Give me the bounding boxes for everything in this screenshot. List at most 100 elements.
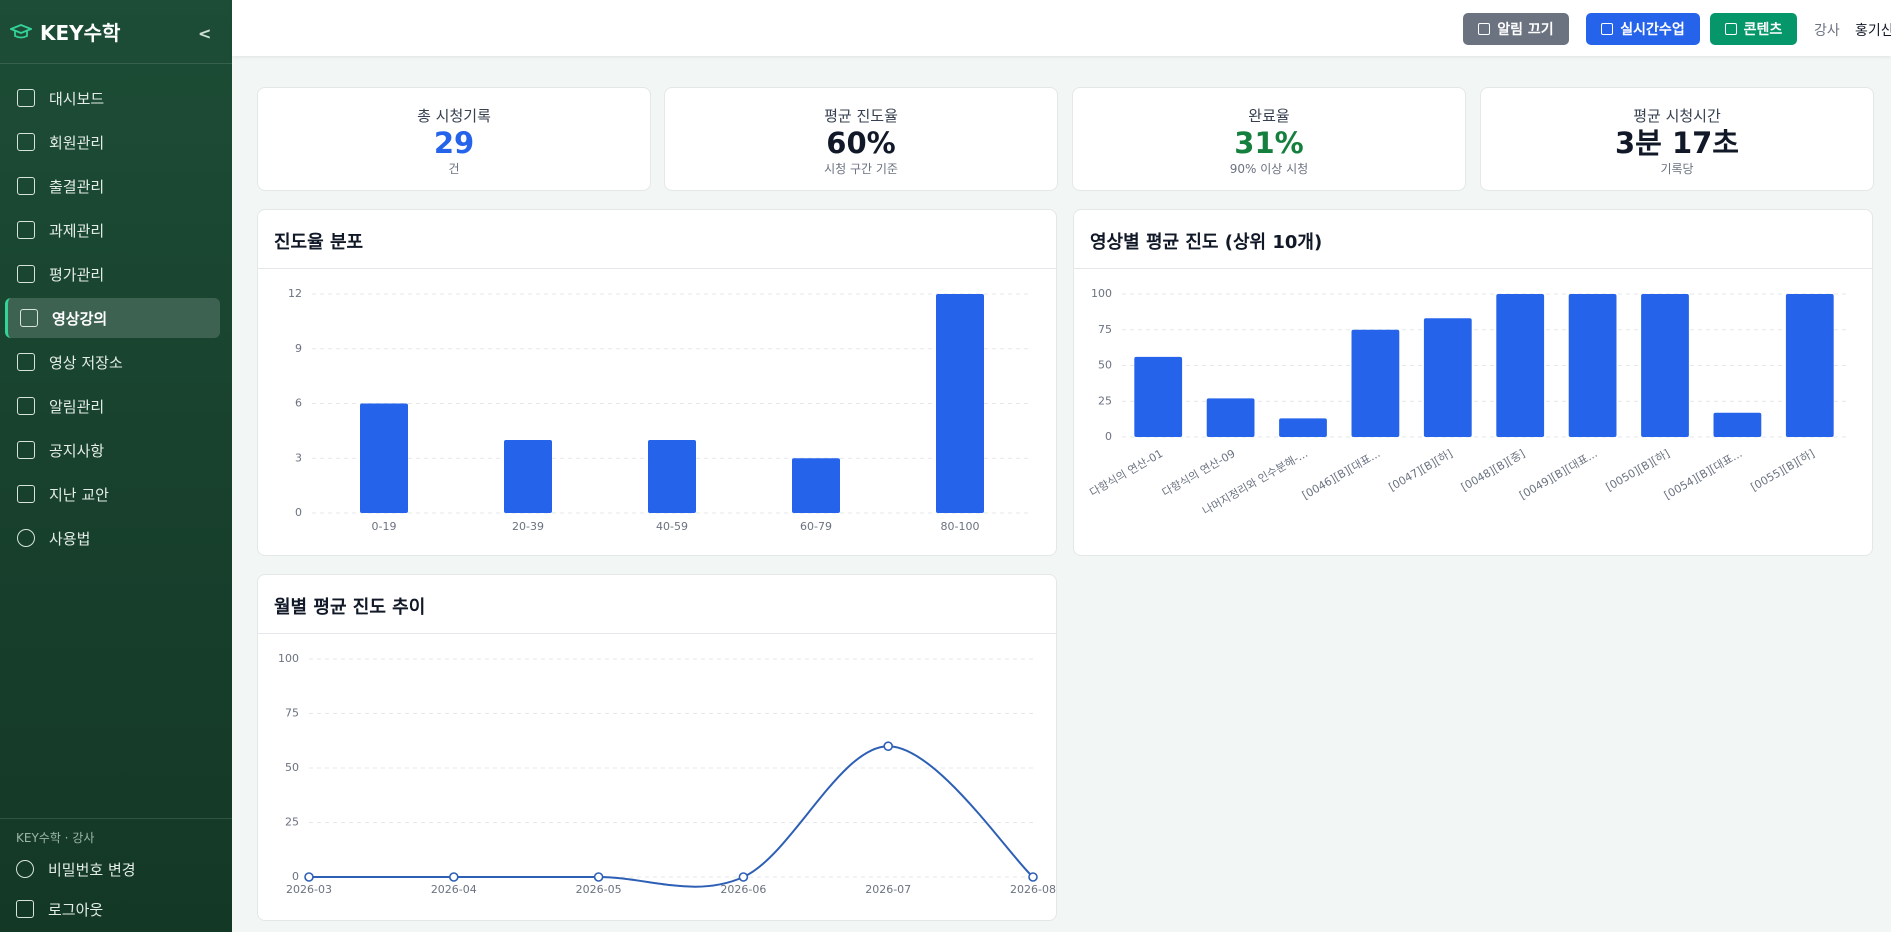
user-role: 강사	[1814, 23, 1840, 39]
stat-card: 총 시청기록 29 건	[257, 87, 651, 191]
y-tick-label: 75	[285, 707, 299, 720]
y-tick-label: 0	[1105, 430, 1112, 443]
menu-item[interactable]: 대시보드	[5, 78, 220, 118]
bar	[936, 294, 984, 513]
x-tick-label: 80-100	[941, 520, 980, 533]
menu-item[interactable]: 영상 저장소	[5, 342, 220, 382]
y-tick-label: 100	[278, 652, 299, 665]
footer-item[interactable]: 비밀번호 변경	[0, 849, 232, 889]
y-tick-label: 25	[285, 816, 299, 829]
point	[449, 872, 459, 882]
x-tick-label: [0050][B][하]	[1603, 446, 1672, 494]
button-label: 콘텐츠	[1743, 22, 1783, 38]
brand-name: KEY수학	[40, 21, 121, 45]
menu-label: 과제관리	[49, 221, 105, 240]
menu-label: 사용법	[49, 529, 91, 548]
menu-item[interactable]: 출결관리	[5, 166, 220, 206]
y-tick-label: 25	[1098, 394, 1112, 407]
menu-item[interactable]: 평가관리	[5, 254, 220, 294]
menu-item[interactable]: 공지사항	[5, 430, 220, 470]
y-tick-label: 3	[295, 451, 302, 464]
y-tick-label: 50	[1098, 359, 1112, 372]
y-tick-label: 50	[285, 761, 299, 774]
bar	[1713, 412, 1762, 437]
sidebar: KEY수학 < 대시보드 회원관리 출결관리 과제관리 평가관리 영상강의 영상…	[0, 0, 232, 932]
line	[309, 745, 1034, 888]
bar	[1568, 294, 1617, 437]
menu-item[interactable]: 회원관리	[5, 122, 220, 162]
y-tick-label: 100	[1091, 287, 1112, 300]
bar	[1641, 294, 1689, 437]
x-tick-label: 60-79	[800, 520, 832, 533]
menu-label: 대시보드	[49, 89, 105, 108]
stat-value: 31%	[1234, 126, 1304, 160]
x-tick-label: 2026-07	[865, 883, 911, 896]
sidebar-footer: KEY수학 · 강사 비밀번호 변경 로그아웃	[0, 818, 232, 929]
x-tick-label: 2026-06	[720, 883, 766, 896]
x-tick-label: 2026-05	[576, 883, 622, 896]
x-tick-label: [0047][B][하]	[1386, 446, 1455, 494]
button-label: 알림 끄기	[1497, 22, 1554, 38]
chart-title: 진도율 분포	[258, 210, 1056, 269]
x-tick-label: [0055][B][하]	[1748, 446, 1817, 494]
collapse-button[interactable]: <	[198, 24, 212, 43]
chart-card: 진도율 분포 0 3 6 9 12 0-19 20-39 40-59 60-79 80-100	[257, 209, 1057, 556]
bar	[792, 458, 840, 513]
brand[interactable]: KEY수학 <	[0, 0, 232, 64]
stat-value: 29	[433, 126, 475, 160]
bar	[648, 440, 696, 513]
point	[1028, 872, 1038, 882]
point	[304, 872, 314, 882]
menu-item-active[interactable]: 영상강의	[5, 298, 220, 338]
menu-label: 영상 저장소	[49, 353, 123, 372]
menu-label: 회원관리	[49, 133, 105, 152]
user-name[interactable]: 홍기신	[1855, 23, 1891, 39]
stat-value: 3분 17초	[1615, 126, 1739, 160]
menu-label: 영상강의	[52, 309, 108, 328]
y-tick-label: 9	[295, 342, 302, 355]
chart-card: 월별 평균 진도 추이 0 25 50 75 100 2026-03 2026-04 2026…	[257, 574, 1057, 921]
topbar: 알림 끄기 실시간수업 콘텐츠 강사 홍기신	[232, 0, 1891, 56]
footer-label: KEY수학 · 강사	[16, 831, 95, 845]
stat-card: 평균 시청시간 3분 17초 기록당	[1480, 87, 1874, 191]
x-tick-label: 20-39	[512, 520, 544, 533]
x-tick-label: 40-59	[656, 520, 688, 533]
bar	[1496, 294, 1545, 437]
point	[883, 741, 894, 751]
footer-item[interactable]: 로그아웃	[0, 889, 232, 929]
x-tick-label: 0-19	[372, 520, 397, 533]
stat-sub: 건	[448, 162, 460, 176]
stat-card: 완료율 31% 90% 이상 시청	[1072, 87, 1466, 191]
bar	[1785, 294, 1834, 437]
stat-value: 60%	[826, 126, 896, 160]
menu: 대시보드 회원관리 출결관리 과제관리 평가관리 영상강의 영상 저장소 알림관…	[5, 78, 220, 562]
mute-button[interactable]: 알림 끄기	[1463, 13, 1569, 45]
stat-sub: 기록당	[1660, 162, 1694, 176]
footer-item-label: 로그아웃	[48, 900, 104, 919]
x-tick-label: [0048][B][중]	[1459, 447, 1527, 494]
point	[593, 872, 604, 882]
x-tick-label: [0049][B][대표...	[1517, 447, 1599, 502]
menu-label: 공지사항	[49, 441, 105, 460]
menu-item[interactable]: 사용법	[5, 518, 220, 558]
menu-item[interactable]: 과제관리	[5, 210, 220, 250]
live-button[interactable]: 실시간수업	[1586, 13, 1700, 45]
x-tick-label: [0054][B][대표...	[1662, 447, 1744, 502]
menu-item[interactable]: 지난 교안	[5, 474, 220, 514]
content-button[interactable]: 콘텐츠	[1710, 13, 1797, 45]
point	[738, 872, 749, 882]
stat-sub: 시청 구간 기준	[824, 162, 898, 176]
menu-item[interactable]: 알림관리	[5, 386, 220, 426]
chart-title: 월별 평균 진도 추이	[258, 575, 1056, 634]
y-tick-label: 0	[295, 506, 302, 519]
menu-label: 평가관리	[49, 265, 105, 284]
stat-label: 평균 진도율	[824, 107, 898, 125]
menu-label: 지난 교안	[49, 485, 109, 504]
bar	[1423, 318, 1472, 437]
menu-label: 알림관리	[49, 397, 105, 416]
stat-label: 완료율	[1248, 107, 1290, 125]
footer-item-label: 비밀번호 변경	[48, 860, 136, 879]
bar	[1134, 356, 1183, 437]
